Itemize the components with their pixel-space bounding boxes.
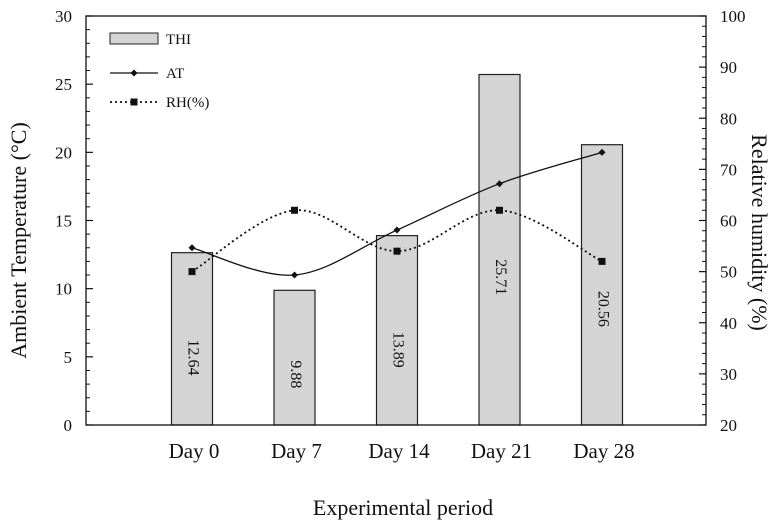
x-axis: Day 0 Day 7 Day 14 Day 21 Day 28 (169, 439, 635, 463)
bar-thi (478, 73, 521, 426)
right-tick-label: 100 (720, 7, 746, 26)
lines-layer (188, 148, 606, 279)
x-tick-label: Day 7 (271, 439, 322, 463)
right-tick-label: 60 (720, 212, 737, 231)
legend: THI AT RH(%) (109, 32, 209, 111)
x-tick-label: Day 21 (471, 439, 532, 463)
right-tick-label: 20 (720, 416, 737, 435)
marker-rh (496, 206, 503, 214)
right-axis: 20 30 40 50 60 70 80 90 100 (699, 7, 746, 435)
legend-marker-at (130, 69, 138, 77)
left-tick-label: 10 (55, 280, 72, 299)
y-axis-title: Ambient Temperature (°C) (6, 122, 31, 359)
line-rh (191, 209, 603, 273)
marker-at (598, 148, 606, 156)
x-tick-label: Day 0 (169, 439, 220, 463)
right-tick-label: 80 (720, 109, 737, 128)
bar-thi (273, 289, 316, 426)
legend-label-at: AT (166, 66, 184, 82)
marker-rh (291, 206, 298, 214)
bar-data-label: 12.64 (184, 339, 201, 375)
legend-marker-rh (130, 98, 138, 106)
right-tick-label: 70 (720, 160, 737, 179)
marker-rh (598, 257, 606, 265)
x-tick-label: Day 28 (573, 439, 634, 463)
legend-swatch-thi (109, 32, 159, 45)
right-tick-label: 90 (720, 58, 737, 77)
left-tick-label: 30 (55, 7, 72, 26)
y2-axis-title: Relative humidity (%) (747, 134, 771, 331)
x-tick-label: Day 14 (368, 439, 430, 463)
right-tick-label: 50 (720, 263, 737, 282)
marker-at (496, 180, 503, 188)
left-axis: 0 5 10 15 20 25 30 (55, 7, 93, 435)
legend-label-thi: THI (166, 32, 191, 48)
bar-data-label: 13.89 (389, 332, 406, 368)
bar-thi (580, 144, 624, 426)
bar-data-label: 20.56 (594, 291, 611, 327)
left-tick-label: 5 (64, 348, 73, 367)
left-tick-label: 25 (55, 75, 72, 94)
left-tick-label: 20 (55, 143, 72, 162)
legend-label-rh: RH(%) (166, 95, 209, 111)
bar-thi (170, 252, 214, 426)
bar-labels-layer: 12.64 9.88 13.89 25.71 20.56 (184, 259, 611, 388)
bars-layer (170, 73, 624, 426)
marker-at (188, 244, 196, 252)
right-tick-label: 40 (720, 314, 737, 333)
bar-thi (375, 235, 419, 426)
marker-at (393, 226, 401, 234)
right-tick-label: 30 (720, 365, 737, 384)
marker-rh (393, 247, 401, 255)
x-axis-title: Experimental period (313, 495, 493, 520)
left-tick-label: 0 (64, 416, 73, 435)
bar-data-label: 25.71 (492, 259, 509, 295)
left-tick-label: 15 (55, 212, 72, 231)
bar-data-label: 9.88 (287, 360, 304, 388)
marker-at (291, 271, 298, 279)
marker-rh (188, 268, 196, 276)
